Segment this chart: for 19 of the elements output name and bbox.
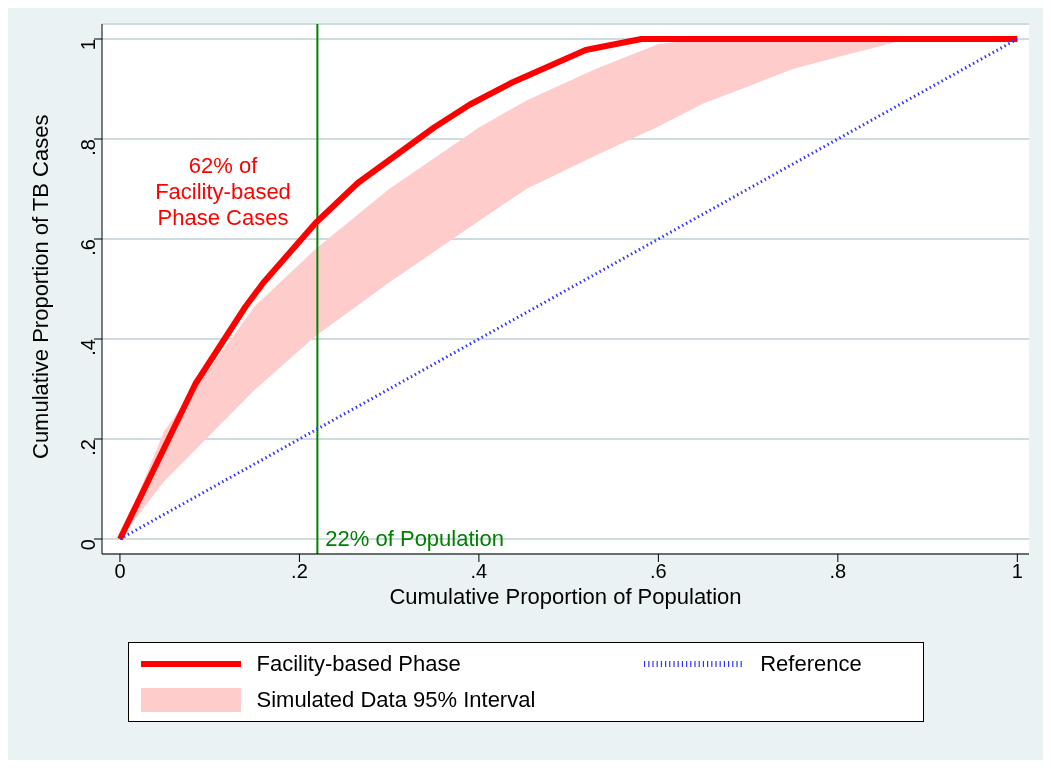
legend-label: Facility-based Phase [256, 651, 461, 677]
x-tick-label: .6 [650, 560, 667, 583]
annotation: 62% of Facility-based Phase Cases [154, 153, 292, 231]
y-tick-label: .8 [77, 139, 100, 156]
y-axis-title: Cumulative Proportion of TB Cases [27, 114, 53, 459]
x-axis-title: Cumulative Proportion of Population [389, 584, 742, 609]
x-tick-label: .2 [291, 560, 308, 583]
y-tick-label: .4 [77, 339, 100, 356]
x-tick-label: 1 [1011, 560, 1023, 583]
y-tick-label: 1 [77, 39, 100, 51]
y-tick-label: 0 [77, 539, 100, 551]
x-tick-label: .4 [470, 560, 488, 583]
x-tick-label: .8 [829, 560, 847, 583]
legend-label: Simulated Data 95% Interval [256, 687, 536, 713]
x-tick-label: 0 [114, 560, 126, 583]
ref-line-label: 22% of Population [325, 526, 504, 551]
legend-label: Reference [760, 651, 862, 677]
y-tick-label: .2 [77, 439, 100, 456]
y-tick-label: .6 [77, 239, 100, 256]
